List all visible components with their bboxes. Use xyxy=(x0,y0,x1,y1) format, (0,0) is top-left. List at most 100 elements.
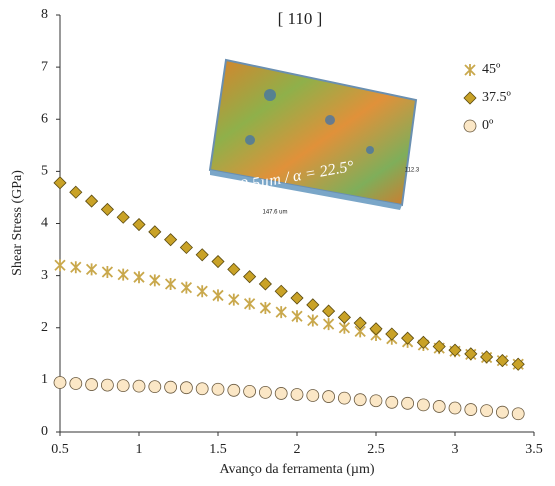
point xyxy=(370,395,382,407)
point xyxy=(54,376,66,388)
point xyxy=(276,306,286,318)
chart-title: [ 110 ] xyxy=(278,9,323,28)
point xyxy=(165,381,177,393)
point xyxy=(149,226,161,238)
point xyxy=(386,328,398,340)
x-tick-label: 2.5 xyxy=(367,442,385,457)
point xyxy=(196,249,208,261)
point xyxy=(55,259,65,271)
legend-label: 37.5º xyxy=(482,90,512,105)
point xyxy=(54,177,66,189)
point xyxy=(481,405,493,417)
inset-annotation: 112.3 xyxy=(405,168,420,174)
point xyxy=(86,379,98,391)
point xyxy=(354,394,366,406)
point xyxy=(496,406,508,418)
point xyxy=(244,385,256,397)
y-tick-label: 2 xyxy=(41,320,48,335)
point xyxy=(308,314,318,326)
y-tick-label: 0 xyxy=(41,424,48,439)
chart: fz2.5µm / α = 22.5° 147.6 um 112.3 [ 110… xyxy=(0,0,555,486)
y-tick-label: 5 xyxy=(41,164,48,179)
point xyxy=(71,261,81,273)
surface-spot xyxy=(325,115,335,125)
x-tick-label: 1 xyxy=(136,442,143,457)
x-tick-label: 1.5 xyxy=(209,442,227,457)
y-tick-label: 1 xyxy=(41,372,48,387)
point xyxy=(134,271,144,283)
x-tick-label: 2 xyxy=(294,442,301,457)
point xyxy=(386,396,398,408)
legend-marker xyxy=(464,120,476,132)
point xyxy=(149,381,161,393)
point xyxy=(245,298,255,310)
x-tick-label: 3 xyxy=(452,442,459,457)
point xyxy=(117,380,129,392)
point xyxy=(244,271,256,283)
point xyxy=(292,310,302,322)
point xyxy=(180,382,192,394)
point xyxy=(87,263,97,275)
y-tick-label: 8 xyxy=(41,7,48,22)
point xyxy=(370,323,382,335)
point xyxy=(259,278,271,290)
point xyxy=(465,404,477,416)
point xyxy=(512,408,524,420)
point xyxy=(70,378,82,390)
x-tick-label: 0.5 xyxy=(51,442,69,457)
point xyxy=(402,332,414,344)
point xyxy=(228,263,240,275)
point xyxy=(275,387,287,399)
point xyxy=(196,383,208,395)
point xyxy=(323,305,335,317)
legend-marker xyxy=(464,92,476,104)
x-axis-label: Avanço da ferramenta (µm) xyxy=(219,462,374,477)
surface-spot xyxy=(366,146,374,154)
point xyxy=(150,274,160,286)
y-tick-label: 4 xyxy=(41,216,48,231)
point xyxy=(118,269,128,281)
point xyxy=(307,390,319,402)
point xyxy=(323,391,335,403)
point xyxy=(133,219,145,231)
point xyxy=(117,211,129,223)
x-tick-label: 3.5 xyxy=(525,442,543,457)
inset-image: fz2.5µm / α = 22.5° 147.6 um 112.3 xyxy=(210,60,420,216)
point xyxy=(275,285,287,297)
y-tick-label: 7 xyxy=(41,59,48,74)
legend-marker xyxy=(465,64,475,76)
point xyxy=(165,234,177,246)
point xyxy=(417,336,429,348)
point xyxy=(291,292,303,304)
point xyxy=(402,397,414,409)
point xyxy=(324,318,334,330)
y-tick-label: 6 xyxy=(41,111,48,126)
point xyxy=(228,384,240,396)
legend-label: 45º xyxy=(482,62,501,77)
y-tick-label: 3 xyxy=(41,268,48,283)
point xyxy=(166,278,176,290)
point xyxy=(197,285,207,297)
point xyxy=(180,241,192,253)
point xyxy=(229,294,239,306)
point xyxy=(212,256,224,268)
point xyxy=(101,379,113,391)
point xyxy=(86,195,98,207)
point xyxy=(213,289,223,301)
point xyxy=(307,299,319,311)
point xyxy=(449,402,461,414)
point xyxy=(259,386,271,398)
point xyxy=(181,282,191,294)
point xyxy=(260,302,270,314)
surface-spot xyxy=(264,89,276,101)
point xyxy=(433,341,445,353)
legend-label: 0º xyxy=(482,118,494,133)
point xyxy=(212,383,224,395)
point xyxy=(338,311,350,323)
point xyxy=(133,380,145,392)
point xyxy=(70,186,82,198)
point xyxy=(417,399,429,411)
point xyxy=(102,266,112,278)
point xyxy=(433,400,445,412)
point xyxy=(338,392,350,404)
